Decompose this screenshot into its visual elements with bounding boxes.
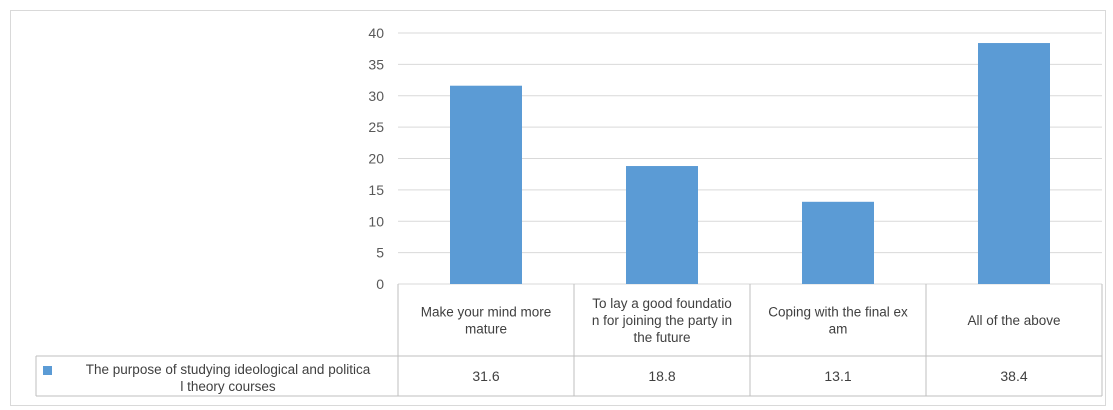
bar [626,166,698,284]
y-tick-label: 5 [376,245,384,261]
data-table-value: 13.1 [824,368,851,384]
y-tick-label: 40 [368,25,384,41]
bar [802,201,874,284]
y-tick-label: 35 [368,56,384,72]
bar [978,43,1050,284]
data-table-value: 31.6 [472,368,499,384]
data-table-value: 38.4 [1000,368,1027,384]
y-tick-label: 10 [368,213,384,229]
data-table: Make your mind more mature To lay a good f… [35,284,1103,397]
category-label: Make your mind more mature [421,305,552,337]
category-label: All of the above [967,313,1060,328]
y-tick-label: 20 [368,151,384,167]
data-table-value: 18.8 [648,368,675,384]
chart-container: 0 5 10 15 20 25 30 35 40 Make your mind more matu… [10,10,1106,406]
category-label: To lay a good foundatio n for joining the… [592,296,732,345]
bar [450,85,522,285]
y-tick-label: 0 [376,276,384,292]
category-label: Coping with the final ex am [768,305,908,337]
series-name: The purpose of studying ideological and … [86,362,371,394]
bars [450,43,1050,285]
y-axis-tick-labels: 0 5 10 15 20 25 30 35 40 [368,25,384,292]
legend-key [43,366,52,375]
y-tick-label: 25 [368,119,384,135]
bar-chart: 0 5 10 15 20 25 30 35 40 Make your mind more matu… [35,25,1103,397]
y-tick-label: 30 [368,88,384,104]
y-tick-label: 15 [368,182,384,198]
